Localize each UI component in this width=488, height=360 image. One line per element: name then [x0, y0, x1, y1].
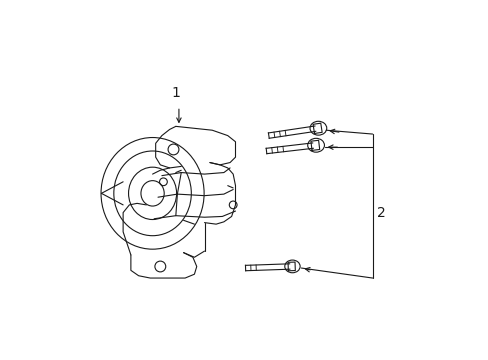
- Text: 2: 2: [377, 206, 386, 220]
- Text: 1: 1: [171, 86, 180, 100]
